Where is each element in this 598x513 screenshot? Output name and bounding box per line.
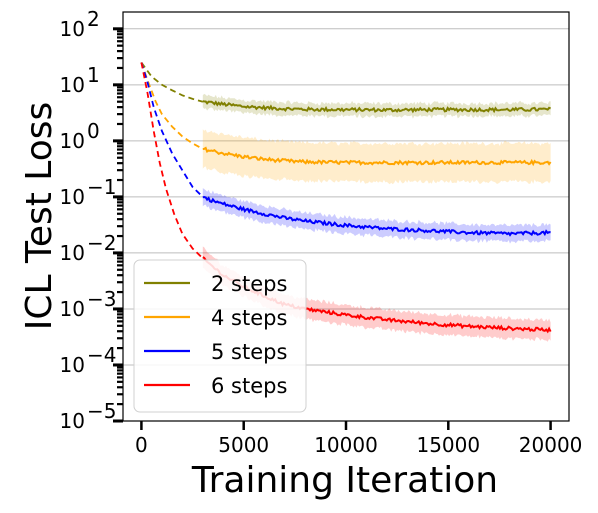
y-tick-exponent: −4: [87, 343, 116, 367]
series-band: [202, 93, 551, 119]
series-band: [202, 129, 551, 185]
y-tick-exponent: −2: [87, 231, 116, 255]
x-ticks: 0 5000 10000 15000 20000: [135, 421, 582, 457]
series-dashed-line: [140, 61, 204, 103]
y-tick-label: 10: [60, 17, 85, 41]
y-tick-label: 10: [60, 129, 85, 153]
y-tick-label: 10: [60, 73, 85, 97]
y-tick-label: 10: [60, 297, 85, 321]
y-tick-exponent: −3: [87, 287, 116, 311]
y-tick-exponent: 1: [87, 63, 100, 87]
legend-box: [133, 259, 307, 413]
series-dashed-line: [140, 62, 204, 259]
y-tick-exponent: −1: [87, 175, 116, 199]
legend: 2 steps 4 steps 5 steps 6 steps: [133, 259, 307, 413]
series-band: [202, 246, 551, 342]
bands: [202, 93, 551, 342]
series-line: [202, 146, 552, 167]
y-tick-label: 10: [60, 185, 85, 209]
legend-label: 5 steps: [211, 340, 287, 364]
y-tick-exponent: −5: [87, 399, 116, 423]
x-tick-label: 20000: [519, 433, 583, 457]
series-line: [202, 100, 551, 114]
x-tick-label: 5000: [218, 433, 269, 457]
y-tick-exponent: 0: [87, 119, 100, 143]
y-axis-title: ICL Test Loss: [19, 102, 60, 331]
x-tick-label: 0: [135, 433, 148, 457]
y-minor-ticks: [117, 30, 123, 406]
series-dashed-line: [140, 62, 204, 198]
x-tick-label: 10000: [314, 433, 378, 457]
x-tick-label: 15000: [416, 433, 480, 457]
legend-label: 6 steps: [211, 374, 287, 398]
legend-label: 2 steps: [211, 272, 287, 296]
series-band: [202, 188, 551, 244]
series-lines: [140, 61, 552, 334]
x-axis-title: Training Iteration: [191, 460, 498, 501]
series-line: [202, 195, 551, 237]
y-tick-label: 10: [60, 353, 85, 377]
y-tick-label: 10: [60, 241, 85, 265]
series-dashed-line: [140, 62, 204, 150]
legend-label: 4 steps: [211, 306, 287, 330]
y-tick-exponent: 2: [87, 7, 100, 31]
y-tick-label: 10: [60, 409, 85, 433]
